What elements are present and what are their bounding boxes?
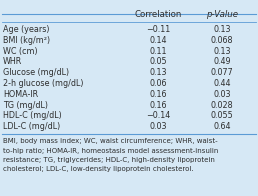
Text: 0.64: 0.64 <box>213 122 231 131</box>
Text: HDL-C (mg/dL): HDL-C (mg/dL) <box>3 111 62 120</box>
Text: 0.077: 0.077 <box>211 68 233 77</box>
Text: 0.11: 0.11 <box>149 46 167 55</box>
Text: p-Value: p-Value <box>206 10 238 19</box>
Text: TG (mg/dL): TG (mg/dL) <box>3 101 48 110</box>
Text: 0.03: 0.03 <box>149 122 167 131</box>
Text: 0.13: 0.13 <box>213 25 231 34</box>
Text: resistance; TG, triglycerides; HDL-C, high-density lipoprotein: resistance; TG, triglycerides; HDL-C, hi… <box>3 157 215 163</box>
Text: 0.13: 0.13 <box>213 46 231 55</box>
Text: 0.16: 0.16 <box>149 90 167 99</box>
Text: 0.068: 0.068 <box>211 36 233 45</box>
Text: BMI, body mass index; WC, waist circumference; WHR, waist-: BMI, body mass index; WC, waist circumfe… <box>3 138 218 144</box>
Text: HOMA-IR: HOMA-IR <box>3 90 38 99</box>
Text: LDL-C (mg/dL): LDL-C (mg/dL) <box>3 122 60 131</box>
Text: Age (years): Age (years) <box>3 25 50 34</box>
Text: 0.49: 0.49 <box>213 57 231 66</box>
Text: 0.13: 0.13 <box>149 68 167 77</box>
Text: BMI (kg/m²): BMI (kg/m²) <box>3 36 50 45</box>
Text: 0.06: 0.06 <box>149 79 167 88</box>
Text: Correlation: Correlation <box>134 10 182 19</box>
Text: 0.028: 0.028 <box>211 101 233 110</box>
Text: −0.14: −0.14 <box>146 111 170 120</box>
Text: 0.16: 0.16 <box>149 101 167 110</box>
Text: to-hip ratio; HOMA-IR, homeostasis model assessment-insulin: to-hip ratio; HOMA-IR, homeostasis model… <box>3 148 218 153</box>
Text: 0.05: 0.05 <box>149 57 167 66</box>
Text: 0.44: 0.44 <box>213 79 231 88</box>
Text: 0.055: 0.055 <box>211 111 233 120</box>
Text: 2-h glucose (mg/dL): 2-h glucose (mg/dL) <box>3 79 84 88</box>
Text: WC (cm): WC (cm) <box>3 46 38 55</box>
Text: −0.11: −0.11 <box>146 25 170 34</box>
Text: cholesterol; LDL-C, low-density lipoprotein cholesterol.: cholesterol; LDL-C, low-density lipoprot… <box>3 166 194 172</box>
Text: WHR: WHR <box>3 57 22 66</box>
Text: 0.14: 0.14 <box>149 36 167 45</box>
Text: 0.03: 0.03 <box>213 90 231 99</box>
Text: Glucose (mg/dL): Glucose (mg/dL) <box>3 68 69 77</box>
